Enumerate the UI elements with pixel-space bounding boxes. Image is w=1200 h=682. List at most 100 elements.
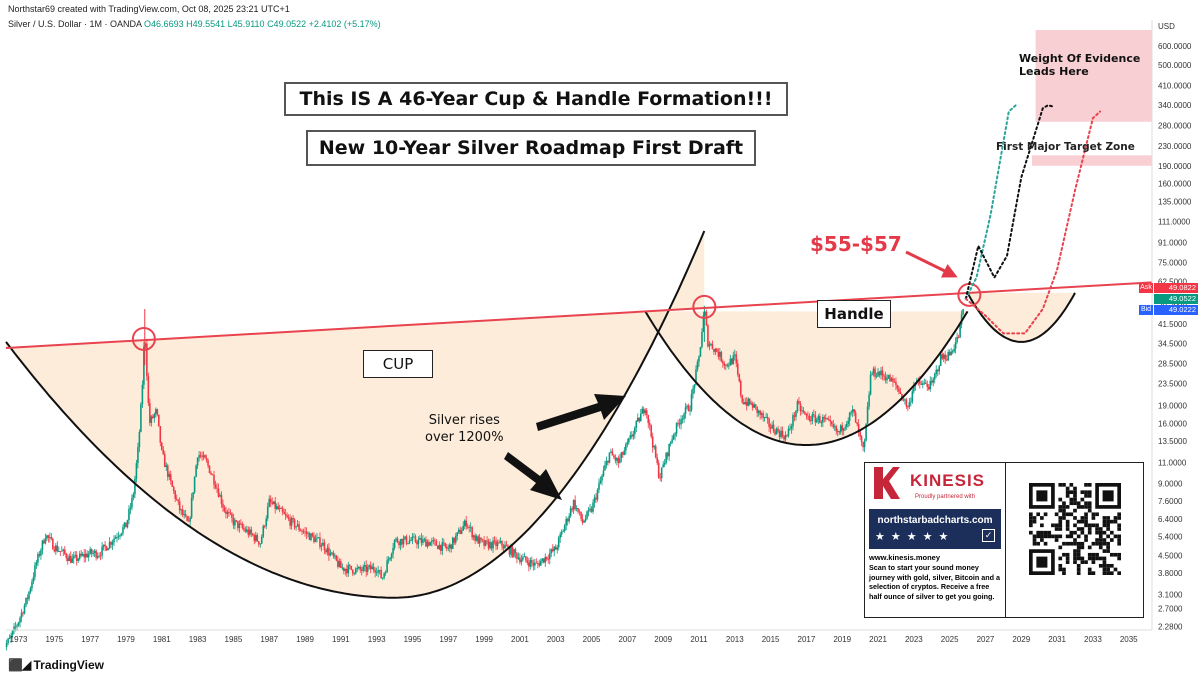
candle-body — [243, 527, 245, 530]
qr-module — [1029, 519, 1033, 524]
qr-module — [1087, 494, 1092, 498]
qr-module — [1109, 519, 1114, 524]
qr-module — [1029, 523, 1033, 528]
candle-body — [28, 591, 30, 600]
candle-body — [598, 483, 600, 490]
candle-body — [495, 540, 497, 547]
chart-header: Northstar69 created with TradingView.com… — [8, 4, 290, 14]
x-tick-label: 2019 — [833, 635, 851, 644]
projection-black — [964, 104, 1055, 300]
qr-module — [1073, 494, 1077, 498]
candle-body — [162, 449, 165, 455]
qr-module — [1062, 567, 1066, 572]
candle-body — [793, 415, 796, 417]
candle-body — [307, 533, 309, 535]
candle-body — [486, 540, 488, 542]
candle-body — [463, 520, 466, 526]
candle-body — [477, 536, 479, 544]
candle-body — [622, 452, 624, 455]
first-target-zone — [1032, 155, 1152, 166]
candle-body — [933, 373, 936, 380]
candle-body — [35, 562, 38, 566]
candle-body — [481, 539, 484, 541]
candle-body — [808, 416, 811, 421]
candle-body — [671, 439, 673, 443]
qr-module — [1117, 556, 1121, 561]
candle-body — [416, 541, 418, 545]
qr-module — [1084, 560, 1088, 564]
ohlc-open: O46.6693 — [144, 19, 184, 29]
candle-body — [290, 517, 293, 526]
y-tick-label: 9.0000 — [1158, 479, 1183, 488]
y-tick-label: 340.0000 — [1158, 101, 1192, 110]
x-tick-label: 2033 — [1084, 635, 1102, 644]
y-tick-label: 135.0000 — [1158, 197, 1192, 206]
candle-body — [556, 547, 559, 550]
candle-body — [38, 553, 41, 556]
candle-body — [929, 380, 932, 390]
y-tick-label: 41.5000 — [1158, 320, 1187, 329]
candle-body — [619, 458, 621, 463]
candle-body — [434, 540, 436, 542]
touch-point-circle — [692, 294, 717, 319]
candle-body — [363, 565, 366, 567]
candle-body — [714, 348, 717, 352]
candle-body — [383, 573, 385, 578]
candle-body — [674, 433, 676, 436]
qr-module — [1080, 556, 1085, 561]
qr-module — [1080, 516, 1085, 520]
ad-web[interactable]: www.kinesis.money — [869, 553, 940, 562]
candle-body — [153, 413, 156, 418]
candle-body — [645, 410, 648, 415]
candle-body — [66, 558, 69, 561]
candle-body — [150, 416, 153, 423]
qr-module — [1029, 516, 1033, 520]
candle-body — [607, 460, 609, 463]
candle-body — [663, 462, 666, 465]
qr-module — [1058, 527, 1063, 531]
arrow-up-right — [536, 394, 626, 431]
candle-body — [13, 626, 15, 631]
candle-body — [650, 425, 653, 437]
candle-body — [68, 555, 71, 561]
woe-line2: Leads Here — [1019, 65, 1089, 78]
candle-body — [316, 537, 318, 539]
candle-body — [853, 409, 855, 413]
qr-module — [1106, 519, 1110, 524]
candle-body — [560, 531, 563, 535]
y-tick-label: 6.4000 — [1158, 515, 1183, 524]
candle-body — [465, 520, 467, 527]
qr-module — [1084, 523, 1088, 528]
qr-code-icon[interactable] — [1029, 483, 1121, 575]
candle-body — [720, 351, 723, 362]
candle-body — [16, 625, 18, 627]
x-tick-label: 2011 — [690, 635, 708, 644]
qr-module — [1058, 516, 1063, 520]
candle-body — [514, 549, 517, 554]
candle-body — [738, 374, 741, 382]
candle-body — [839, 425, 842, 433]
qr-module — [1087, 501, 1092, 506]
candle-body — [795, 411, 797, 417]
qr-module — [1098, 534, 1103, 539]
candle-body — [569, 508, 572, 517]
candle-body — [129, 507, 132, 510]
candle-body — [848, 412, 851, 421]
candle-body — [826, 418, 829, 420]
candle-body — [471, 527, 473, 538]
qr-module — [1069, 483, 1074, 487]
qr-module — [1069, 490, 1074, 495]
candle-body — [781, 430, 784, 437]
candle-body — [693, 384, 696, 389]
rises-line2: over 1200% — [425, 430, 504, 445]
candle-body — [680, 419, 682, 425]
qr-module — [1113, 516, 1118, 520]
candle-body — [850, 411, 852, 413]
candle-body — [304, 531, 306, 533]
candle-body — [553, 546, 556, 552]
qr-module — [1084, 512, 1088, 517]
kinesis-ad[interactable]: KINESIS Proudly partnered with northstar… — [864, 462, 1144, 618]
candle-body — [443, 542, 445, 544]
candle-body — [953, 348, 955, 352]
